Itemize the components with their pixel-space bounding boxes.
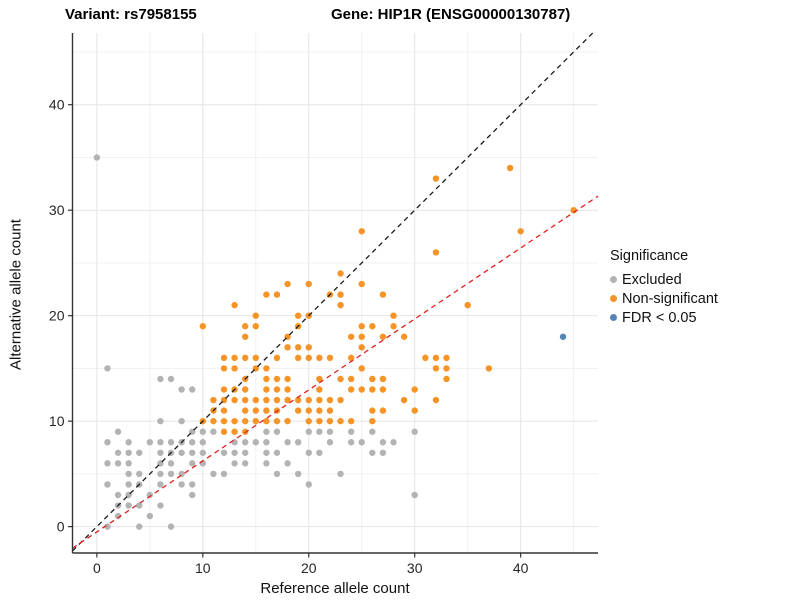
svg-text:30: 30: [407, 560, 423, 576]
svg-text:10: 10: [49, 413, 65, 429]
svg-text:20: 20: [49, 308, 65, 324]
svg-text:40: 40: [513, 560, 529, 576]
legend-item-fdr: FDR < 0.05: [610, 308, 718, 327]
non-significant-dot-icon: [610, 295, 617, 302]
legend-item-label: Excluded: [622, 271, 682, 288]
legend: Significance Excluded Non-significant FD…: [610, 248, 718, 327]
axis-ticks: [68, 104, 522, 558]
svg-text:30: 30: [49, 202, 65, 218]
legend-item-label: FDR < 0.05: [622, 309, 697, 326]
excluded-dot-icon: [610, 276, 617, 283]
points-non-significant: [199, 164, 577, 435]
svg-text:0: 0: [93, 560, 101, 576]
axis-lines: [71, 33, 598, 554]
legend-item-label: Non-significant: [622, 290, 718, 307]
svg-text:0: 0: [57, 519, 65, 535]
svg-text:20: 20: [301, 560, 317, 576]
plot-title-gene: Gene: HIP1R (ENSG00000130787): [331, 6, 571, 23]
legend-title: Significance: [610, 248, 689, 264]
fit-line: [72, 195, 599, 549]
legend-item-excluded: Excluded: [610, 270, 718, 289]
y-axis-label: Alternative allele count: [7, 219, 25, 370]
identity-line: [72, 32, 594, 552]
x-axis-label: Reference allele count: [260, 580, 410, 597]
points-fdr: [559, 333, 567, 340]
minor-gridlines: [72, 33, 598, 553]
major-gridlines: [72, 33, 598, 553]
plot-title-variant: Variant: rs7958155: [65, 6, 197, 23]
tick-labels: 0 10 20 30 40 0 10 20 30 40: [49, 97, 529, 576]
fdr-dot-icon: [610, 314, 617, 321]
svg-text:10: 10: [195, 560, 211, 576]
svg-text:40: 40: [49, 97, 65, 113]
legend-item-non-significant: Non-significant: [610, 289, 718, 308]
